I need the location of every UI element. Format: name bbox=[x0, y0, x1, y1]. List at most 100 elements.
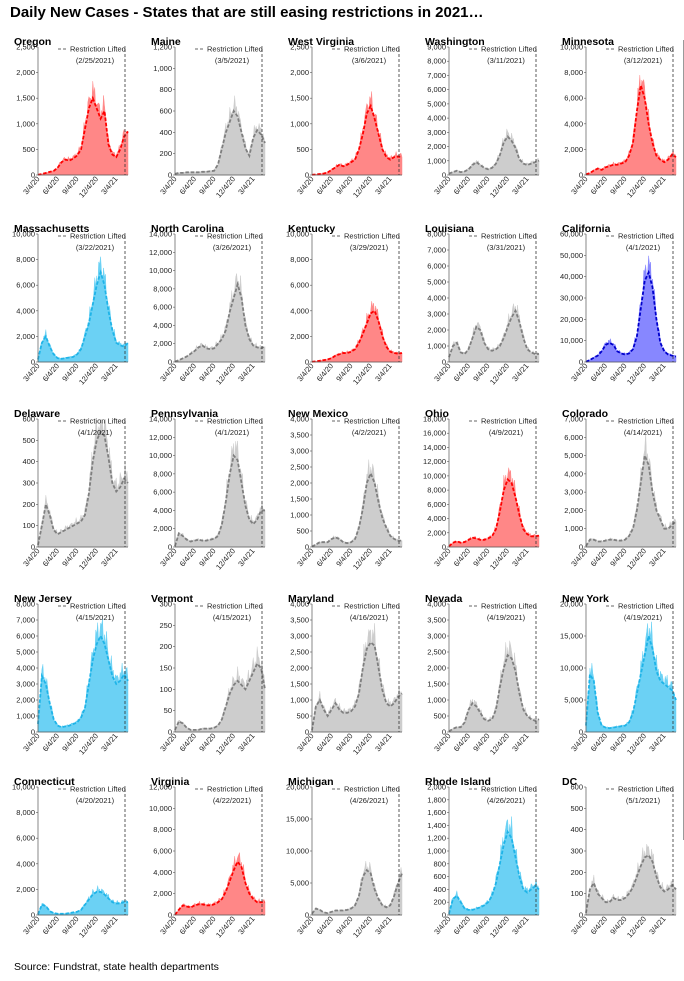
x-tick-label: 3/4/21 bbox=[373, 547, 393, 569]
y-tick-label: 0 bbox=[168, 911, 172, 920]
y-tick-label: 14,000 bbox=[149, 415, 172, 424]
chart-svg: 0 1,000 2,000 3,000 4,000 5,000 6,000 7,000 3/4/… bbox=[562, 408, 677, 571]
y-tick-label: 500 bbox=[22, 436, 35, 445]
x-tick-label: 3/4/20 bbox=[569, 362, 589, 384]
chart-svg: 0 500 1,000 1,500 2,000 2,500 3,000 3,500 4,000 3… bbox=[288, 408, 403, 571]
x-tick-label: 3/4/20 bbox=[158, 547, 178, 569]
seven-day-average-line bbox=[448, 477, 540, 547]
x-tick-group: 3/4/20 bbox=[158, 362, 178, 384]
y-tick-label: 8,000 bbox=[16, 600, 35, 609]
x-tick-label: 3/4/21 bbox=[99, 915, 119, 937]
y-tick-label: 3,000 bbox=[290, 632, 309, 641]
daily-cases-area bbox=[448, 816, 540, 916]
x-tick-label: 3/4/20 bbox=[432, 732, 452, 754]
x-tick-label: 6/4/20 bbox=[178, 362, 198, 384]
y-tick-label: 3,000 bbox=[290, 447, 309, 456]
y-tick-label: 300 bbox=[22, 479, 35, 488]
restriction-label: Restriction Lifted bbox=[618, 232, 674, 241]
x-tick-group: 3/4/21 bbox=[373, 915, 393, 937]
x-tick-group: 12/4/20 bbox=[77, 175, 100, 200]
lifted-date: (4/2/2021) bbox=[352, 428, 387, 437]
daily-cases-area bbox=[311, 301, 403, 363]
lifted-date: (4/15/2021) bbox=[76, 613, 115, 622]
x-tick-group: 3/4/20 bbox=[569, 732, 589, 754]
y-tick-label: 10,000 bbox=[149, 804, 172, 813]
restriction-label: Restriction Lifted bbox=[481, 785, 537, 794]
y-tick-label: 0 bbox=[31, 911, 35, 920]
y-tick-label: 10,000 bbox=[560, 43, 583, 52]
seven-day-average-line bbox=[311, 471, 402, 548]
restriction-label: Restriction Lifted bbox=[481, 602, 537, 611]
y-tick-label: 5,000 bbox=[427, 99, 446, 108]
x-tick-label: 3/4/20 bbox=[295, 362, 315, 384]
daily-cases-area bbox=[37, 885, 129, 916]
chart-svg: 0 10,000 20,000 30,000 40,000 50,000 60,000 3/4… bbox=[560, 223, 677, 386]
state-chart-kentucky: 0 2,000 4,000 6,000 8,000 10,000 3/4/20 6/4/20 9… bbox=[274, 220, 411, 404]
y-tick-label: 100 bbox=[570, 889, 583, 898]
y-tick-label: 1,000 bbox=[564, 524, 583, 533]
chart-svg: 0 1,000 2,000 3,000 4,000 5,000 6,000 7,000 8,00… bbox=[425, 223, 540, 386]
y-tick-label: 1,000 bbox=[290, 119, 309, 128]
x-tick-label: 6/4/20 bbox=[178, 732, 198, 754]
y-tick-label: 0 bbox=[579, 543, 583, 552]
y-tick-label: 2,000 bbox=[290, 479, 309, 488]
x-tick-label: 6/4/20 bbox=[41, 732, 61, 754]
lifted-date: (4/26/2021) bbox=[350, 796, 389, 805]
x-tick-group: 3/4/21 bbox=[373, 362, 393, 384]
x-tick-label: 12/4/20 bbox=[214, 732, 237, 757]
y-tick-label: 6,000 bbox=[564, 94, 583, 103]
x-tick-label: 3/4/21 bbox=[647, 915, 667, 937]
y-tick-label: 10,000 bbox=[286, 230, 309, 239]
y-tick-label: 200 bbox=[570, 868, 583, 877]
seven-day-average-line bbox=[37, 633, 129, 729]
y-tick-label: 400 bbox=[433, 885, 446, 894]
state-name: Colorado bbox=[562, 408, 608, 420]
y-tick-label: 12,000 bbox=[149, 783, 172, 792]
y-tick-label: 1,500 bbox=[16, 94, 35, 103]
y-tick-label: 7,000 bbox=[427, 246, 446, 255]
y-tick-label: 2,000 bbox=[290, 332, 309, 341]
y-tick-label: 16,000 bbox=[423, 429, 446, 438]
x-tick-label: 3/4/21 bbox=[236, 732, 256, 754]
y-tick-label: 300 bbox=[159, 600, 172, 609]
lifted-date: (4/1/2021) bbox=[626, 243, 661, 252]
y-tick-label: 2,000 bbox=[16, 332, 35, 341]
lifted-date: (2/25/2021) bbox=[76, 56, 115, 65]
y-tick-label: 400 bbox=[159, 128, 172, 137]
x-tick-group: 12/4/20 bbox=[214, 362, 237, 387]
daily-cases-area bbox=[311, 623, 403, 733]
x-tick-label: 3/4/21 bbox=[647, 362, 667, 384]
x-tick-label: 3/4/21 bbox=[373, 732, 393, 754]
y-tick-label: 2,500 bbox=[16, 43, 35, 52]
x-tick-label: 6/4/20 bbox=[178, 915, 198, 937]
y-tick-label: 2,000 bbox=[564, 145, 583, 154]
y-tick-label: 6,000 bbox=[427, 85, 446, 94]
y-tick-label: 5,000 bbox=[16, 648, 35, 657]
x-tick-group: 3/4/20 bbox=[295, 362, 315, 384]
x-tick-group: 6/4/20 bbox=[178, 732, 198, 754]
y-tick-label: 8,000 bbox=[564, 68, 583, 77]
x-tick-label: 3/4/21 bbox=[99, 175, 119, 197]
y-tick-label: 4,000 bbox=[290, 306, 309, 315]
x-tick-group: 3/4/20 bbox=[432, 547, 452, 569]
x-tick-group: 6/4/20 bbox=[178, 362, 198, 384]
y-tick-label: 7,000 bbox=[427, 71, 446, 80]
state-name: Nevada bbox=[425, 593, 463, 605]
state-chart-west-virginia: 0 500 1,000 1,500 2,000 2,500 3/4/20 6/4/20 9/4/… bbox=[274, 33, 411, 217]
y-tick-label: 20,000 bbox=[560, 315, 583, 324]
y-tick-label: 0 bbox=[168, 171, 172, 180]
seven-day-average-line bbox=[174, 281, 266, 363]
x-tick-group: 3/4/20 bbox=[158, 175, 178, 197]
chart-svg: 0 200 400 600 800 1,000 1,200 1,400 1,600 1,800 2,… bbox=[425, 776, 540, 939]
x-tick-label: 12/4/20 bbox=[488, 732, 511, 757]
x-tick-group: 6/4/20 bbox=[315, 175, 335, 197]
y-tick-label: 5,000 bbox=[564, 696, 583, 705]
restriction-label: Restriction Lifted bbox=[481, 417, 537, 426]
restriction-label: Restriction Lifted bbox=[618, 417, 674, 426]
x-tick-label: 12/4/20 bbox=[351, 362, 374, 387]
x-tick-label: 6/4/20 bbox=[452, 547, 472, 569]
y-tick-label: 12,000 bbox=[423, 457, 446, 466]
y-tick-label: 2,500 bbox=[290, 648, 309, 657]
x-tick-label: 3/4/21 bbox=[510, 175, 530, 197]
